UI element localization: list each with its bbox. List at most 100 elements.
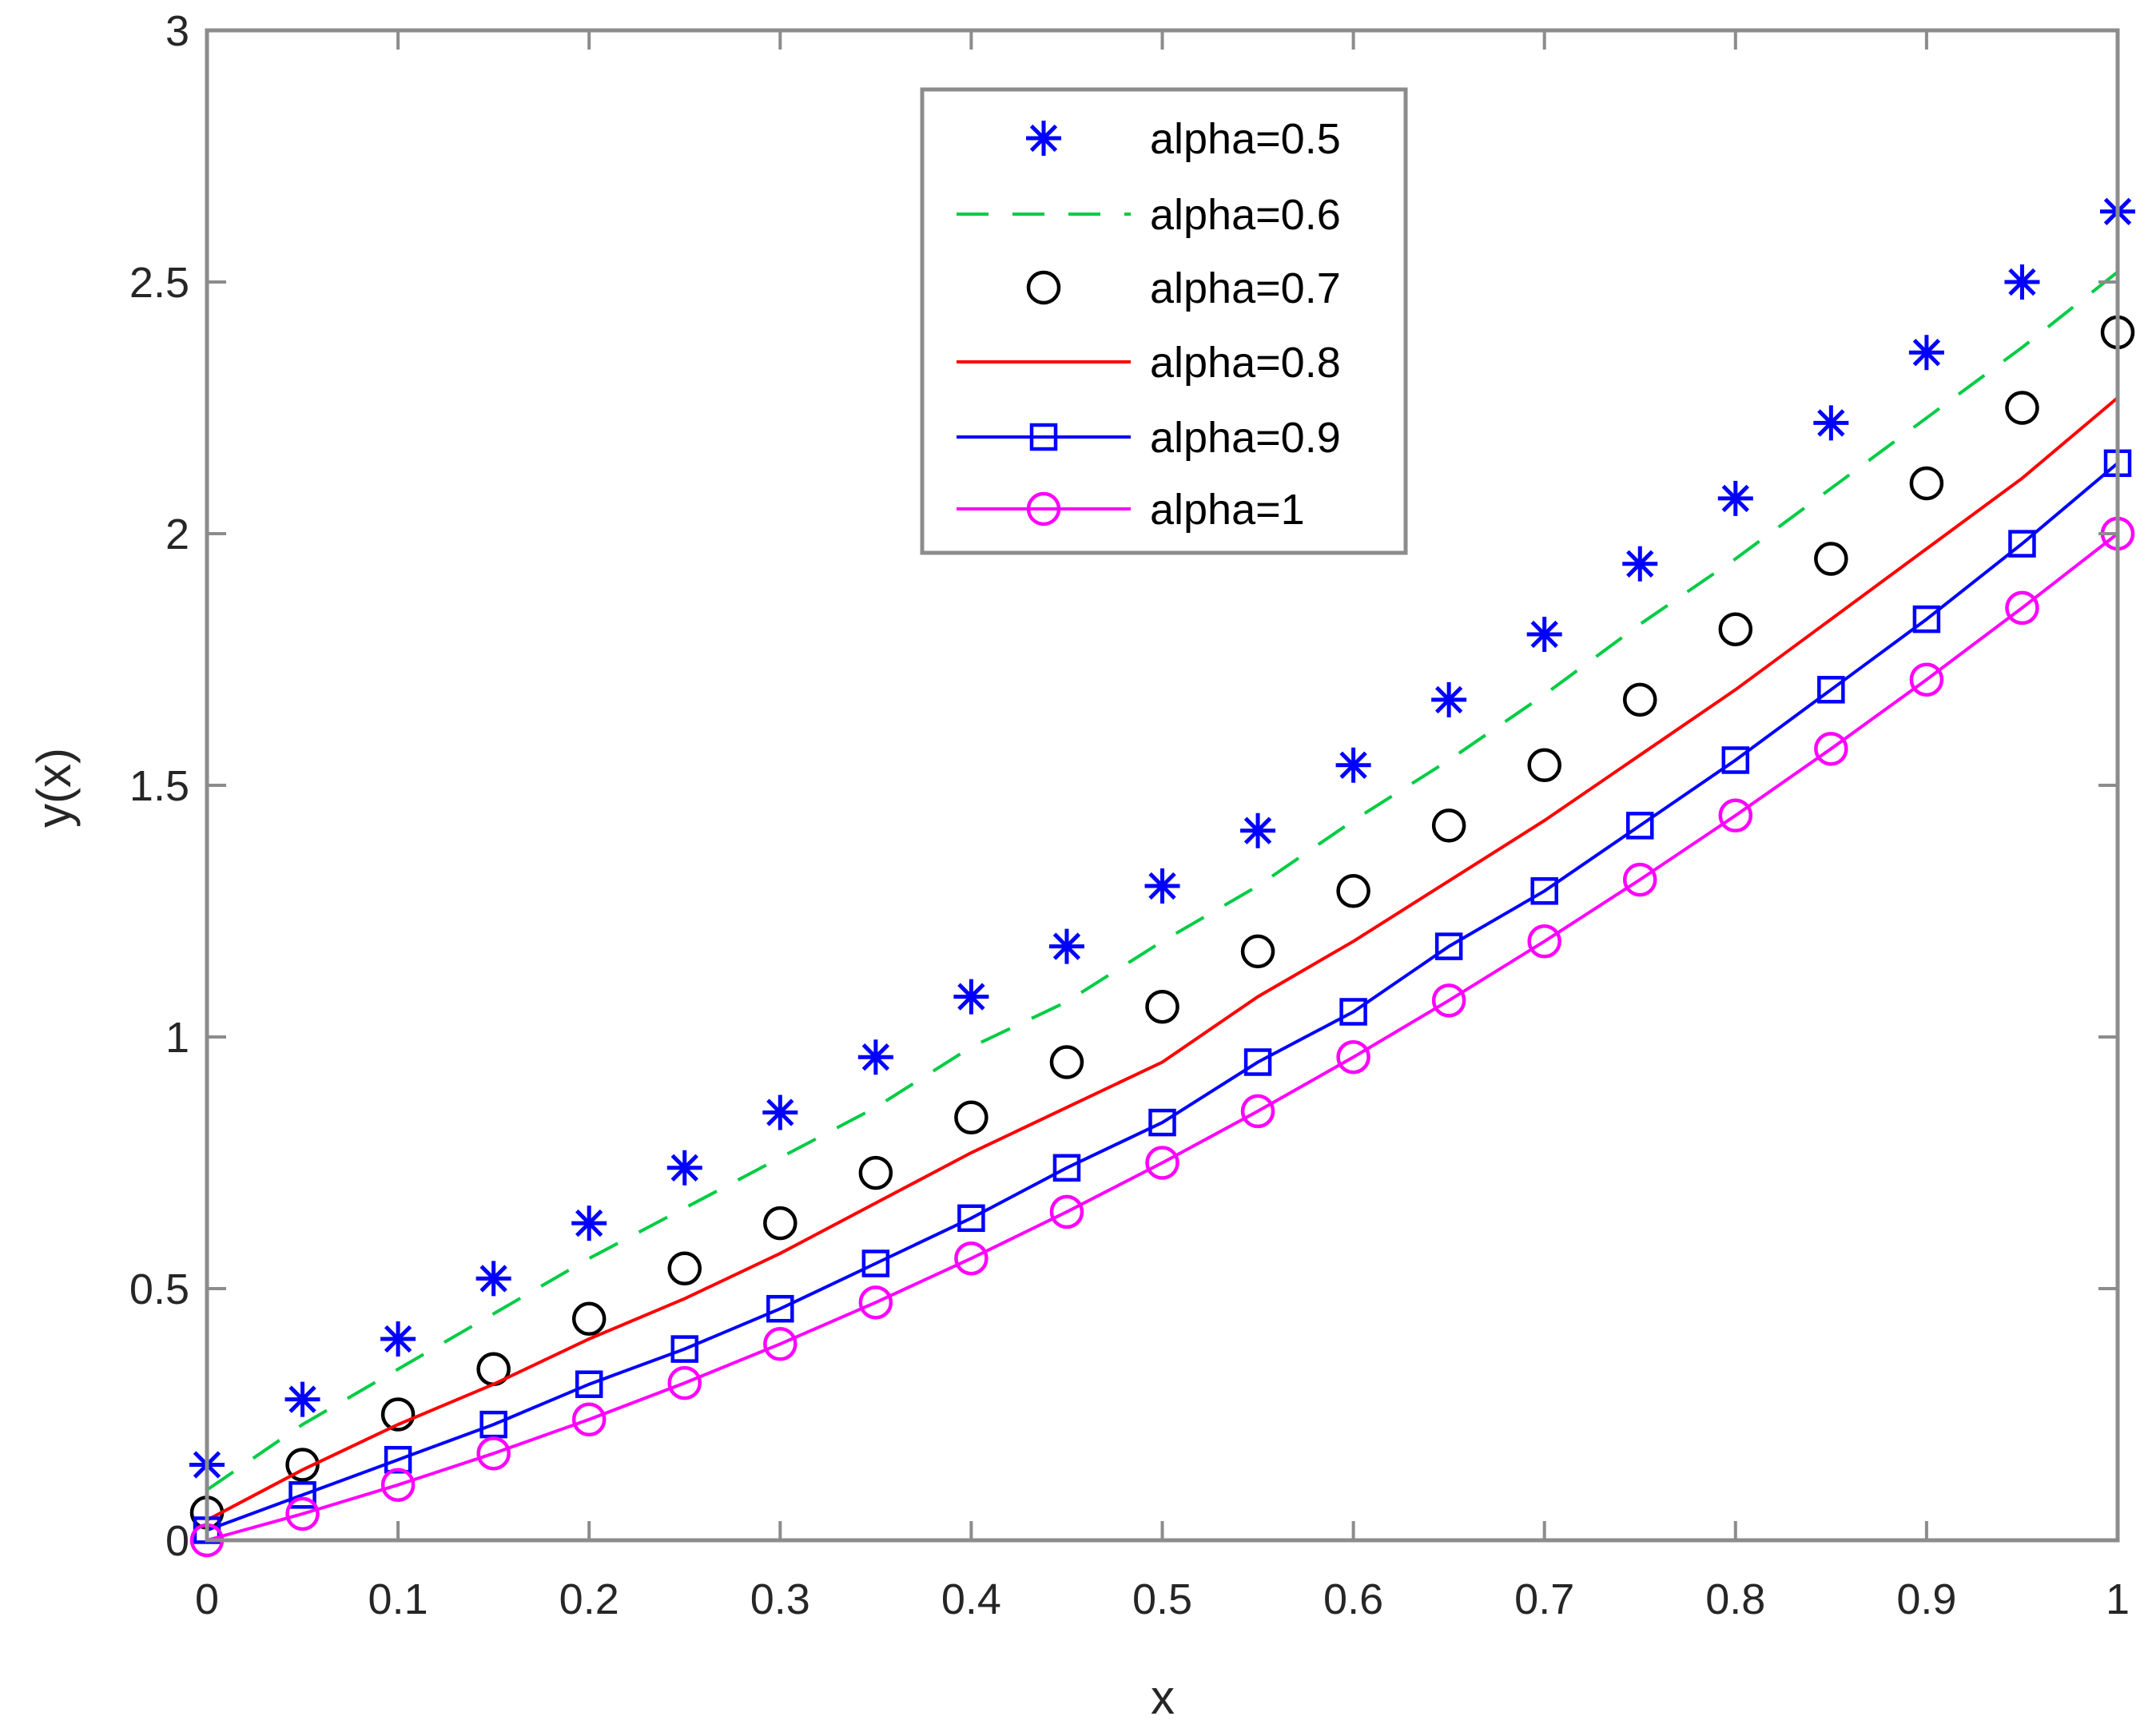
data-point (285, 1448, 320, 1482)
y-tick-label: 3 (165, 7, 189, 55)
data-point (571, 1402, 607, 1437)
legend-label: alpha=0.8 (1150, 339, 1341, 387)
data-point (2008, 530, 2036, 558)
star-stroke (1434, 685, 1463, 714)
data-point (666, 1150, 702, 1186)
data-point (857, 1039, 893, 1075)
data-point (2005, 391, 2039, 425)
data-point (1718, 612, 1753, 646)
data-point (1814, 542, 1848, 576)
data-point (1145, 989, 1179, 1024)
star-stroke (575, 1209, 603, 1237)
data-point (1240, 934, 1275, 969)
legend-marker-star-icon (1026, 121, 1061, 156)
data-point (1048, 928, 1084, 964)
y-tick-label: 1 (165, 1014, 189, 1062)
legend-marker-circle-icon (1026, 270, 1061, 305)
series-alpha-1 (189, 516, 2135, 1558)
data-point (1145, 1146, 1179, 1180)
star-stroke (861, 1043, 890, 1071)
data-point (1431, 681, 1467, 717)
x-tick-label: 0.6 (1323, 1575, 1383, 1623)
y-tick-label: 2 (165, 510, 189, 558)
data-point (1912, 605, 1941, 634)
data-point (288, 1481, 316, 1509)
data-point (861, 1249, 890, 1277)
data-point (1814, 732, 1848, 766)
data-point (476, 1436, 511, 1471)
y-axis-label: y(x) (27, 748, 81, 828)
data-point (1530, 877, 1558, 905)
x-tick-label: 0.3 (750, 1575, 810, 1623)
y-tick-label: 0.5 (129, 1265, 189, 1313)
star-stroke (766, 1098, 794, 1126)
data-point (1626, 812, 1654, 840)
legend-marker-square-icon (1029, 423, 1058, 451)
data-point (380, 1321, 416, 1357)
data-point (954, 1100, 988, 1135)
legend-marker-circle-icon (1026, 491, 1061, 526)
star-stroke (1339, 751, 1367, 779)
data-point (575, 1370, 603, 1398)
data-point (670, 1335, 698, 1363)
star-stroke (1626, 550, 1654, 578)
data-point (1813, 405, 1849, 441)
series-alpha-0-8 (206, 396, 2119, 1522)
star-stroke (479, 1265, 507, 1293)
y-tick-label: 0 (165, 1517, 189, 1565)
legend-box (920, 87, 1408, 555)
x-tick-label: 0.2 (559, 1575, 619, 1623)
data-point (957, 1204, 985, 1233)
series-line (205, 270, 2119, 1492)
data-point (1817, 676, 1845, 704)
data-point (380, 1397, 416, 1432)
x-tick-label: 0.4 (941, 1575, 1001, 1623)
data-point (475, 1261, 511, 1297)
data-point (380, 1468, 416, 1502)
data-point (571, 1206, 607, 1241)
data-point (1335, 747, 1371, 783)
data-point (1909, 662, 1944, 697)
series-line (206, 396, 2119, 1522)
data-point (1144, 868, 1180, 904)
star-stroke (670, 1154, 698, 1182)
data-point (384, 1445, 412, 1474)
data-point (1434, 932, 1463, 960)
star-stroke (957, 983, 985, 1011)
star-stroke (384, 1325, 412, 1353)
data-point (1052, 1154, 1081, 1182)
star-stroke (2008, 268, 2036, 296)
data-point (1622, 546, 1658, 582)
x-tick-label: 0.7 (1514, 1575, 1574, 1623)
x-tick-label: 0.9 (1896, 1575, 1956, 1623)
star-stroke (288, 1385, 316, 1413)
data-point (1721, 746, 1750, 774)
series-line (206, 532, 2119, 1542)
star-stroke (1530, 620, 1558, 649)
data-point (763, 1206, 798, 1241)
data-point (1717, 480, 1753, 516)
data-point (1240, 1094, 1275, 1129)
series-alpha-0-7 (189, 315, 2135, 1530)
data-point (953, 979, 989, 1015)
data-point (1049, 1194, 1084, 1230)
data-point (1526, 617, 1562, 652)
data-point (763, 1327, 798, 1361)
data-point (1527, 748, 1561, 783)
data-point (858, 1155, 893, 1190)
data-point (766, 1294, 794, 1323)
star-stroke (1148, 872, 1176, 900)
legend-label: alpha=0.5 (1150, 115, 1341, 163)
data-point (1718, 798, 1753, 833)
data-point (1336, 1039, 1370, 1075)
data-point (954, 1241, 988, 1276)
data-point (858, 1285, 893, 1320)
data-point (1623, 682, 1657, 717)
legend-label: alpha=0.7 (1150, 264, 1341, 312)
data-point (1049, 1045, 1084, 1079)
data-point (1431, 983, 1466, 1018)
star-stroke (1029, 124, 1058, 153)
data-point (571, 1301, 607, 1337)
series-layer (189, 193, 2135, 1558)
